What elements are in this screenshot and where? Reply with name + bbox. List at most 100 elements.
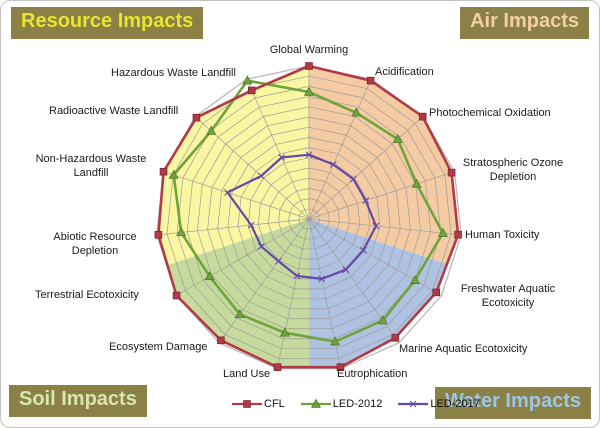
sector-air	[309, 66, 459, 318]
axis-label-abiotic-resource-depletion: Abiotic Resource Depletion	[53, 231, 137, 258]
axis-label-radioactive-waste-landfill: Radioactive Waste Landfill	[49, 105, 179, 117]
square-marker-icon	[305, 62, 313, 70]
x-marker-icon	[257, 172, 265, 180]
square-marker-icon	[418, 112, 427, 121]
legend-glyph	[398, 400, 429, 408]
legend-label-led-2012: LED-2012	[332, 398, 383, 410]
square-marker-icon	[432, 288, 441, 297]
square-marker-icon	[192, 113, 201, 122]
x-marker-icon	[247, 221, 255, 229]
x-marker-icon	[372, 222, 380, 230]
legend-label-led-2017: LED-2017	[430, 398, 480, 410]
x-marker-icon	[318, 275, 326, 283]
axis-label-non-hazardous-waste-landfill: Non-Hazardous Waste Landfill	[35, 153, 147, 180]
series-line-cfl	[157, 64, 460, 369]
axis-label-eutrophication: Eutrophication	[337, 368, 408, 380]
grid-spoke	[308, 79, 372, 220]
triangle-marker-icon	[168, 169, 179, 179]
chart-legend: CFL LED-2012 LED-2017	[231, 398, 480, 410]
triangle-marker-icon	[377, 315, 388, 325]
legend-item-led-2012: LED-2012	[300, 398, 383, 410]
triangle-marker-icon	[176, 227, 187, 237]
series-line-led-2012	[172, 79, 445, 344]
square-marker-icon	[366, 76, 375, 85]
square-marker-icon	[454, 230, 462, 239]
square-marker-icon	[273, 363, 282, 371]
grid-ring	[207, 116, 411, 320]
axis-label-photochemical-oxidation: Photochemical Oxidation	[429, 107, 551, 119]
axis-label-terrestrial-ecotoxicity: Terrestrial Ecotoxicity	[35, 289, 139, 301]
series-led-2012	[168, 75, 448, 346]
triangle-marker-icon	[310, 398, 321, 408]
square-marker-icon	[172, 291, 181, 300]
grid-ring	[257, 167, 361, 270]
led-2012-line-marker-icon	[300, 398, 332, 410]
axis-label-freshwater-aquatic-ecotoxicity: Freshwater Aquatic Ecotoxicity	[460, 283, 556, 310]
air-impacts-badge: Air Impacts	[460, 7, 589, 39]
triangle-marker-icon	[279, 327, 290, 337]
sector-resource	[158, 66, 309, 318]
x-marker-icon	[342, 266, 350, 274]
x-marker-icon	[278, 154, 286, 161]
grid-ring	[176, 86, 442, 350]
triangle-marker-icon	[304, 86, 314, 96]
x-marker-icon	[362, 197, 370, 204]
grid-spoke	[308, 218, 442, 296]
triangle-marker-icon	[234, 308, 245, 319]
water-impacts-badge: Water Impacts	[435, 387, 591, 419]
grid-ring	[298, 208, 320, 230]
square-marker-icon	[154, 231, 163, 239]
triangle-marker-icon	[411, 178, 422, 188]
soil-impacts-badge: Soil Impacts	[9, 385, 147, 417]
cfl-line-marker-icon	[231, 398, 263, 410]
x-marker-icon	[293, 272, 301, 280]
x-marker-icon	[257, 243, 265, 250]
grid-spoke	[246, 79, 310, 220]
grid-ring	[288, 198, 330, 240]
triangle-marker-icon	[410, 274, 420, 284]
grid-ring	[217, 126, 401, 310]
grid-ring	[237, 147, 381, 290]
grid-spoke	[308, 116, 423, 220]
triangle-marker-icon	[330, 336, 341, 346]
axis-label-hazardous-waste-landfill: Hazardous Waste Landfill	[111, 67, 236, 79]
x-marker-icon	[275, 257, 282, 265]
square-marker-icon	[217, 336, 225, 345]
sector-water	[309, 219, 459, 368]
square-marker-icon	[247, 86, 256, 95]
grid-ring	[166, 75, 452, 360]
axis-label-acidification: Acidification	[375, 66, 434, 78]
grid-ring	[278, 188, 340, 250]
triangle-marker-icon	[242, 75, 253, 85]
series-cfl	[154, 62, 462, 371]
grid-spoke	[176, 218, 310, 296]
grid-spoke	[308, 218, 462, 236]
square-marker-icon	[447, 168, 456, 177]
axis-label-land-use: Land Use	[223, 368, 271, 380]
axis-label-marine-aquatic-ecotoxicity: Marine Aquatic Ecotoxicity	[399, 343, 528, 355]
resource-impacts-badge: Resource Impacts	[11, 7, 204, 39]
grid-spoke	[163, 171, 310, 220]
triangle-marker-icon	[204, 271, 215, 281]
legend-glyph	[232, 400, 262, 408]
triangle-marker-icon	[351, 107, 362, 117]
x-marker-icon	[359, 246, 367, 254]
axis-label-ecosystem-damage: Ecosystem Damage	[109, 341, 208, 353]
grid-ring	[197, 106, 421, 330]
legend-glyph	[300, 398, 331, 408]
axis-label-human-toxicity: Human Toxicity	[465, 229, 540, 241]
grid-ring	[227, 137, 391, 300]
x-marker-icon	[305, 151, 313, 159]
legend-item-led-2017: LED-2017	[397, 398, 480, 410]
grid-spoke	[276, 218, 310, 369]
square-marker-icon	[243, 400, 251, 408]
grid-ring	[186, 96, 432, 340]
x-marker-icon	[224, 189, 231, 196]
axis-label-stratospheric-ozone-depletion: Stratospheric Ozone Depletion	[462, 157, 564, 184]
legend-item-cfl: CFL	[231, 398, 285, 410]
grid-spoke	[218, 218, 310, 343]
legend-label-cfl: CFL	[264, 398, 285, 410]
grid-spoke	[308, 171, 455, 220]
